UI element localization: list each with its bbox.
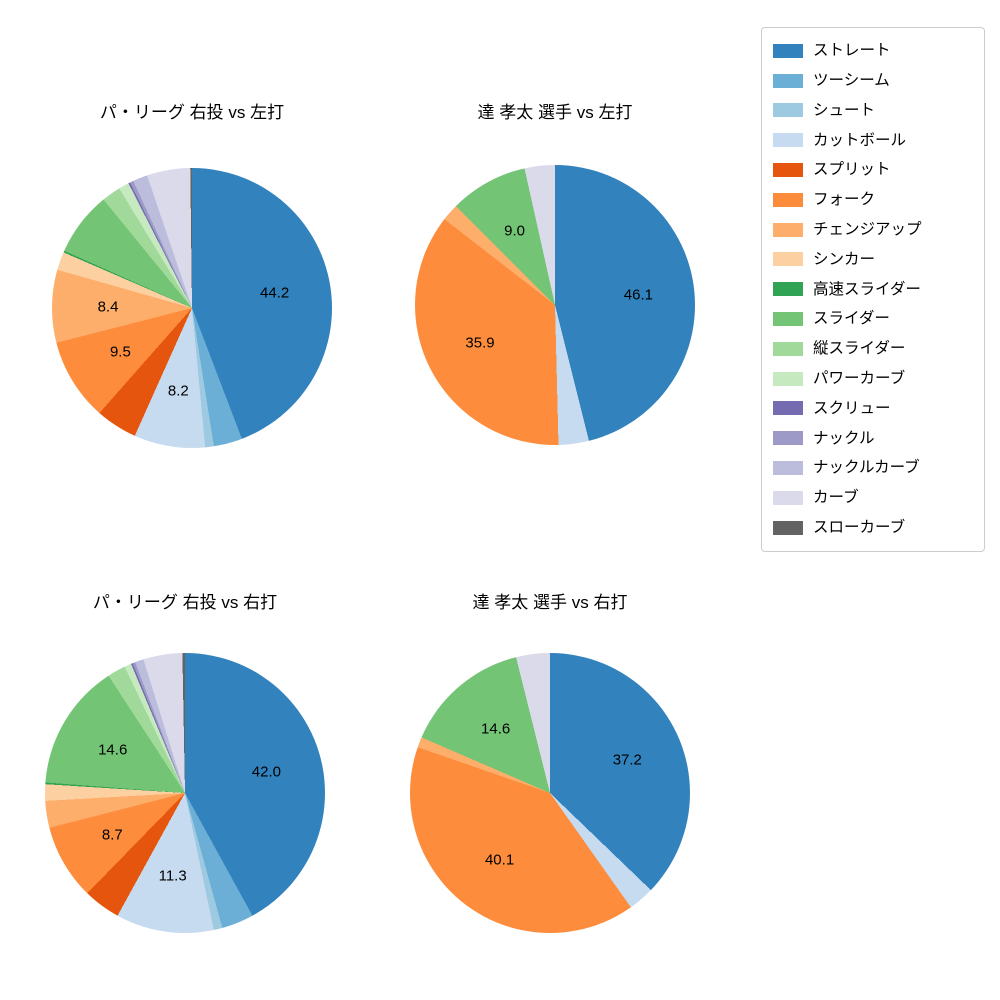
legend-item: カーブ [773,483,976,513]
legend-item: ストレート [773,36,976,66]
pie-percent-label: 44.2 [260,284,290,302]
legend-swatch [773,222,803,237]
legend-label: ツーシーム [813,71,890,89]
legend-label: カットボール [813,131,907,149]
legend-label: ストレート [813,42,891,60]
legend-label: スローカーブ [813,518,906,536]
pie-percent-label: 14.6 [481,720,511,738]
legend-label: パワーカーブ [813,369,906,387]
pie-percent-label: 11.3 [158,867,187,885]
legend-item: パワーカーブ [773,364,976,394]
legend-swatch [773,73,803,88]
legend-label: シンカー [813,250,876,268]
pie-percent-label: 35.9 [465,334,495,352]
legend-item: 高速スライダー [773,274,976,304]
pie-percent-label: 8.2 [167,382,189,400]
pie-player-vs-right-batter: 37.2 40.1 14.6 [410,653,690,933]
legend-item: ツーシーム [773,66,976,96]
legend-swatch [773,103,803,118]
legend-label: カーブ [813,489,859,507]
pie-pa-league-vs-left-batter: 44.2 8.2 9.5 8.4 [52,168,332,448]
legend-swatch [773,490,803,505]
pie-percent-label: 8.7 [101,826,123,844]
legend-item: ナックルカーブ [773,453,976,483]
legend-item: スローカーブ [773,513,976,543]
legend-label: シュート [813,101,876,119]
legend-swatch [773,461,803,476]
pie-percent-label: 40.1 [484,851,515,869]
chart-title-pa-league-vs-right-batter: パ・リーグ 右投 vs 右打 [92,593,278,612]
legend-label: スクリュー [813,399,891,417]
legend-item: スプリット [773,155,976,185]
legend-label: スライダー [813,310,890,328]
pie-percent-label: 9.5 [109,343,131,361]
pie-pa-league-vs-right-batter: 42.0 11.3 8.7 14.6 [45,653,325,933]
legend: ストレートツーシームシュートカットボール スプリットフォークチェンジアップ シンカー… [761,27,985,552]
legend-swatch [773,401,803,416]
pie-percent-label: 14.6 [98,741,128,759]
pie-percent-label: 37.2 [612,751,642,769]
legend-swatch [773,252,803,267]
legend-item: スライダー [773,304,976,334]
legend-item: フォーク [773,185,976,215]
legend-label: ナックル [813,429,875,447]
legend-swatch [773,312,803,327]
pie-percent-label: 8.4 [97,298,119,316]
pie-percent-label: 9.0 [504,222,525,240]
legend-label: ナックルカーブ [813,459,920,477]
legend-item: スクリュー [773,394,976,424]
legend-item: カットボール [773,125,976,155]
legend-label: フォーク [813,191,876,209]
legend-swatch [773,282,803,297]
legend-item: シンカー [773,245,976,275]
legend-swatch [773,192,803,207]
legend-swatch [773,341,803,356]
legend-item: チェンジアップ [773,215,976,245]
legend-label: 高速スライダー [813,280,921,298]
legend-label: 縦スライダー [813,340,906,358]
legend-swatch [773,163,803,178]
chart-title-pa-league-vs-left-batter: パ・リーグ 右投 vs 左打 [99,103,285,122]
legend-swatch [773,371,803,386]
legend-swatch [773,43,803,58]
legend-swatch [773,431,803,446]
legend-item: 縦スライダー [773,334,976,364]
pie-player-vs-left-batter: 46.1 35.9 9.0 [415,165,695,445]
legend-label: スプリット [813,161,891,179]
chart-title-player-vs-right-batter: 達 孝太 選手 vs 右打 [472,593,628,612]
legend-label: チェンジアップ [813,220,922,238]
pie-percent-label: 46.1 [623,286,653,304]
pie-percent-label: 42.0 [251,763,281,781]
legend-swatch [773,133,803,148]
legend-swatch [773,520,803,535]
legend-item: ナックル [773,423,976,453]
chart-title-player-vs-left-batter: 達 孝太 選手 vs 左打 [477,103,633,122]
legend-list: ストレートツーシームシュートカットボール スプリットフォークチェンジアップ シンカー… [762,28,984,551]
legend-item: シュート [773,96,976,126]
